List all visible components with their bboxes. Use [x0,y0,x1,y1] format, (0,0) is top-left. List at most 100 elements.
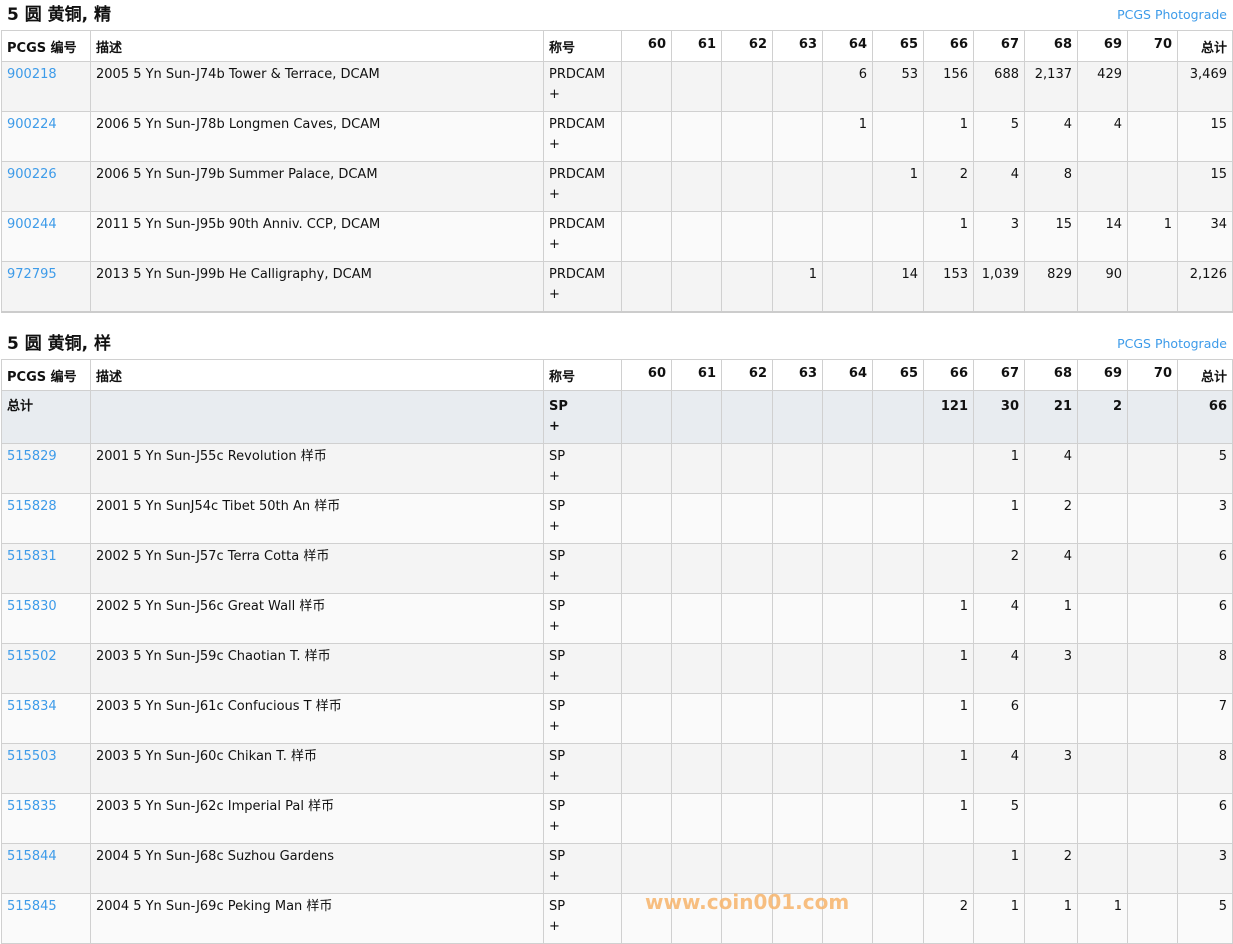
grade-count-67[interactable]: 3 [973,211,1025,262]
pcgs-code-link[interactable]: 515835 [7,798,57,814]
grade-count-66[interactable]: 1 [923,792,974,844]
grade-count-69[interactable]: 1 [1077,892,1128,944]
pcgs-code-link[interactable]: 515502 [7,648,57,664]
col-header-grade-62[interactable]: 62 [721,30,773,62]
grade-count-67[interactable]: 1 [973,892,1025,944]
col-header-grade-68[interactable]: 68 [1024,358,1078,391]
pcgs-code-link[interactable]: 900244 [7,217,57,232]
pcgs-code-link[interactable]: 515829 [7,448,57,464]
col-header-grade-64[interactable]: 64 [822,358,873,391]
grade-count-67[interactable]: 4 [973,592,1025,644]
grade-count-65[interactable]: 1 [872,161,924,212]
photograde-link[interactable]: PCGS Photograde [1117,335,1227,351]
col-header-grade-64[interactable]: 64 [822,30,873,62]
grade-count-68[interactable]: 2,137 [1024,61,1078,112]
grade-count-68[interactable]: 2 [1024,842,1078,894]
grade-count-68[interactable]: 2 [1024,492,1078,544]
grade-count-67[interactable]: 4 [973,642,1025,694]
grade-count-68[interactable]: 4 [1024,111,1078,162]
grade-count-68[interactable]: 3 [1024,642,1078,694]
col-header-grade-60[interactable]: 60 [621,358,672,391]
grade-count-68[interactable]: 4 [1024,542,1078,594]
grade-count-66[interactable]: 153 [923,261,974,312]
grade-count-66[interactable]: 156 [923,61,974,112]
grade-count-68[interactable]: 1 [1024,592,1078,644]
col-header-grade-65[interactable]: 65 [872,30,924,62]
grade-count-66[interactable]: 1 [923,111,974,162]
grade-count-68[interactable]: 1 [1024,892,1078,944]
col-header-designation[interactable]: 称号 [543,30,622,62]
grade-count-64[interactable]: 1 [822,111,873,162]
grade-count-66[interactable]: 2 [923,892,974,944]
grade-count-68[interactable]: 8 [1024,161,1078,212]
pcgs-code-link[interactable]: 515834 [7,698,57,714]
pcgs-code-link[interactable]: 515831 [7,548,57,564]
grade-count-66[interactable]: 1 [923,742,974,794]
grade-count-67[interactable]: 2 [973,542,1025,594]
grade-count-68[interactable]: 829 [1024,261,1078,312]
grade-count-68[interactable]: 15 [1024,211,1078,262]
grade-count-67[interactable]: 5 [973,111,1025,162]
col-header-grade-70[interactable]: 70 [1127,30,1178,62]
grade-count-66[interactable]: 1 [923,211,974,262]
col-header-code[interactable]: PCGS 编号 [1,358,91,391]
grade-count-63[interactable]: 1 [772,261,823,312]
grade-count-67[interactable]: 4 [973,742,1025,794]
pcgs-code-link[interactable]: 515830 [7,598,57,614]
pcgs-code-link[interactable]: 900226 [7,167,57,182]
grade-count-67[interactable]: 5 [973,792,1025,844]
col-header-grade-69[interactable]: 69 [1077,358,1128,391]
pcgs-code-link[interactable]: 515845 [7,898,57,914]
pcgs-code-link[interactable]: 900224 [7,117,57,132]
grade-count-67[interactable]: 1 [973,842,1025,894]
col-header-desc[interactable]: 描述 [90,358,544,391]
grade-count-69[interactable]: 4 [1077,111,1128,162]
col-header-grade-68[interactable]: 68 [1024,30,1078,62]
col-header-desc[interactable]: 描述 [90,30,544,62]
col-header-grade-66[interactable]: 66 [923,30,974,62]
grade-count-69[interactable]: 90 [1077,261,1128,312]
row-total: 5 [1177,892,1233,944]
col-header-total[interactable]: 总计 [1177,30,1233,62]
grade-count-68[interactable]: 3 [1024,742,1078,794]
col-header-grade-67[interactable]: 67 [973,30,1025,62]
col-header-designation[interactable]: 称号 [543,358,622,391]
col-header-grade-69[interactable]: 69 [1077,30,1128,62]
grade-count-67[interactable]: 1 [973,492,1025,544]
col-header-grade-63[interactable]: 63 [772,358,823,391]
grade-count-69[interactable]: 429 [1077,61,1128,112]
grade-count-64[interactable]: 6 [822,61,873,112]
photograde-link[interactable]: PCGS Photograde [1117,7,1227,22]
pcgs-code-link[interactable]: 515828 [7,498,57,514]
grade-count-66[interactable]: 1 [923,692,974,744]
grade-count-66[interactable]: 1 [923,642,974,694]
col-header-code[interactable]: PCGS 编号 [1,30,91,62]
grade-count-66[interactable]: 2 [923,161,974,212]
table-row: 972795 2013 5 Yn Sun-J99b He Calligraphy,… [1,261,1233,312]
col-header-grade-62[interactable]: 62 [721,358,773,391]
pcgs-code-link[interactable]: 515844 [7,848,57,864]
col-header-grade-70[interactable]: 70 [1127,358,1178,391]
pcgs-code-link[interactable]: 972795 [7,267,57,282]
col-header-grade-65[interactable]: 65 [872,358,924,391]
grade-count-67[interactable]: 1,039 [973,261,1025,312]
col-header-grade-61[interactable]: 61 [671,358,722,391]
col-header-total[interactable]: 总计 [1177,358,1233,391]
grade-count-67[interactable]: 688 [973,61,1025,112]
grade-count-67[interactable]: 1 [973,442,1025,494]
col-header-grade-66[interactable]: 66 [923,358,974,391]
grade-count-68[interactable]: 4 [1024,442,1078,494]
grade-count-66[interactable]: 1 [923,592,974,644]
grade-count-65[interactable]: 53 [872,61,924,112]
pcgs-code-link[interactable]: 515503 [7,748,57,764]
grade-count-67[interactable]: 4 [973,161,1025,212]
col-header-grade-60[interactable]: 60 [621,30,672,62]
col-header-grade-63[interactable]: 63 [772,30,823,62]
col-header-grade-61[interactable]: 61 [671,30,722,62]
grade-count-65[interactable]: 14 [872,261,924,312]
grade-count-67[interactable]: 6 [973,692,1025,744]
col-header-grade-67[interactable]: 67 [973,358,1025,391]
pcgs-code-link[interactable]: 900218 [7,67,57,82]
grade-count-69[interactable]: 14 [1077,211,1128,262]
grade-count-70[interactable]: 1 [1127,211,1178,262]
